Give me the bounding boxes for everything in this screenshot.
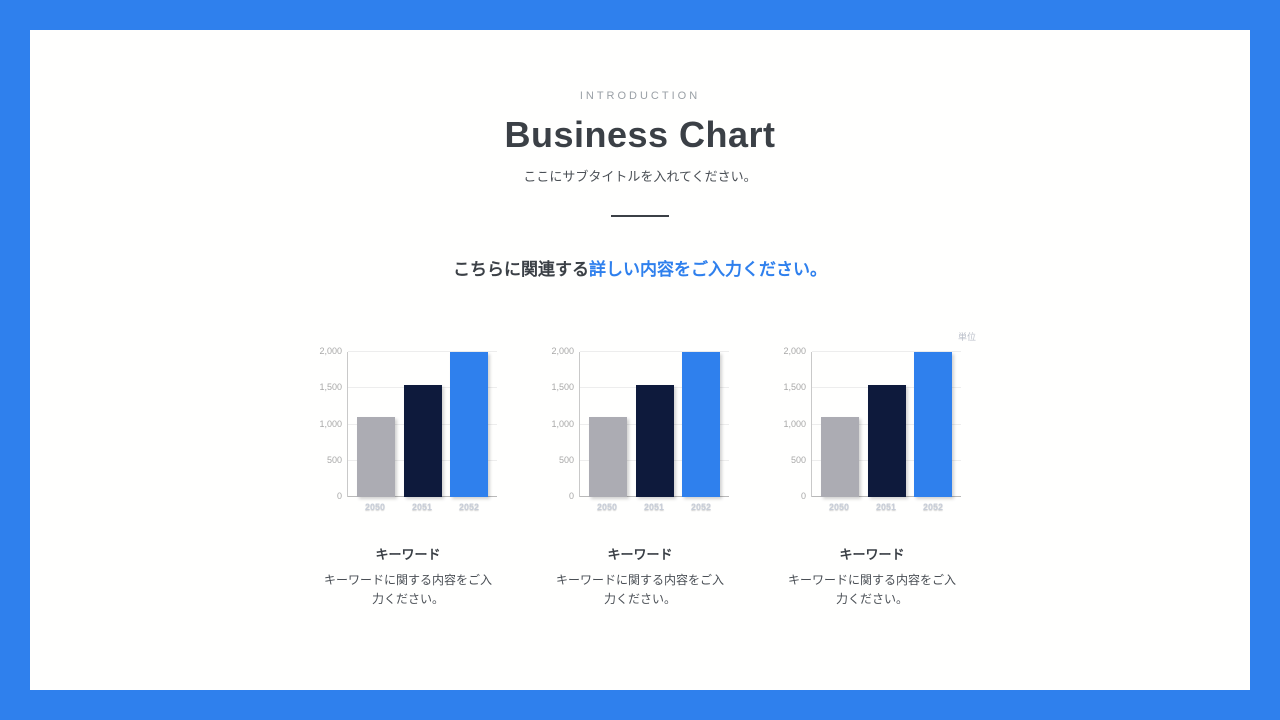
bar-2052 xyxy=(914,352,953,497)
x-axis-tick-label: 2050 xyxy=(364,502,386,512)
keyword-description: キーワードに関する内容をご入力ください。 xyxy=(787,573,956,606)
y-axis-tick-label: 2,000 xyxy=(551,346,574,356)
bar-2051 xyxy=(635,384,674,497)
page-title: Business Chart xyxy=(504,114,776,155)
lead-blue-text: 詳しい内容をご入力ください。 xyxy=(589,260,827,279)
gridline xyxy=(812,351,961,352)
keyword-title: キーワード xyxy=(375,547,441,562)
y-axis-tick-label: 1,500 xyxy=(783,382,806,393)
x-axis-tick-label: 2050 xyxy=(828,502,850,512)
bar-2051 xyxy=(403,384,442,497)
keyword-description: キーワードに関する内容をご入力ください。 xyxy=(323,573,492,606)
keyword-description: キーワードに関する内容をご入力ください。 xyxy=(555,573,724,606)
y-axis-tick-label: 1,000 xyxy=(551,418,574,429)
x-axis-tick-label: 2051 xyxy=(411,502,433,512)
lead-dark-text: こちらに関連する xyxy=(453,260,589,279)
bar-2052 xyxy=(450,352,489,497)
chart-columns: 0 500 1,000 1,500 2,000 2050 2051 2052 キーワード キー… xyxy=(30,347,1250,608)
y-axis-tick-label: 500 xyxy=(790,454,806,465)
x-axis-labels: 2050 2051 2052 xyxy=(811,502,961,512)
title-divider xyxy=(611,215,669,217)
y-axis-tick-label: 500 xyxy=(558,454,574,465)
x-axis-tick-label: 2051 xyxy=(643,502,665,512)
x-axis-tick-label: 2052 xyxy=(690,502,712,512)
keyword-title: キーワード xyxy=(839,547,905,562)
chart-column-3: 0 500 1,000 1,500 2,000 2050 2051 2052 キーワード キー… xyxy=(771,347,973,608)
chart-column-1: 0 500 1,000 1,500 2,000 2050 2051 2052 キーワード キー… xyxy=(307,347,509,608)
y-axis-tick-label: 1,000 xyxy=(319,418,342,429)
x-axis-tick-label: 2052 xyxy=(922,502,944,512)
keyword-title: キーワード xyxy=(607,547,673,562)
bar-2050 xyxy=(820,417,859,497)
gridline xyxy=(580,351,729,352)
slide-canvas: INTRODUCTION Business Chart ここにサブタイトルを入れ… xyxy=(30,30,1250,690)
x-axis-tick-label: 2052 xyxy=(458,502,480,512)
bar-chart-2: 0 500 1,000 1,500 2,000 2050 2051 2052 xyxy=(551,347,729,512)
y-axis-tick-label: 1,500 xyxy=(319,382,342,393)
y-axis-tick-label: 0 xyxy=(800,491,806,501)
bars-group xyxy=(348,352,497,497)
x-axis-tick-label: 2051 xyxy=(875,502,897,512)
y-axis-tick-label: 2,000 xyxy=(319,346,342,356)
y-axis-tick-label: 1,500 xyxy=(551,382,574,393)
eyebrow-label: INTRODUCTION xyxy=(579,90,701,102)
subtitle-text: ここにサブタイトルを入れてください。 xyxy=(523,169,757,184)
x-axis-labels: 2050 2051 2052 xyxy=(347,502,497,512)
bar-2052 xyxy=(682,352,721,497)
slide-header: INTRODUCTION Business Chart ここにサブタイトルを入れ… xyxy=(30,30,1250,217)
chart-column-2: 0 500 1,000 1,500 2,000 2050 2051 2052 キーワード キー… xyxy=(539,347,741,608)
x-axis-labels: 2050 2051 2052 xyxy=(579,502,729,512)
y-axis-tick-label: 0 xyxy=(336,491,342,501)
y-axis-tick-label: 1,000 xyxy=(783,418,806,429)
gridline xyxy=(348,351,497,352)
bar-2050 xyxy=(588,417,627,497)
y-axis-tick-label: 2,000 xyxy=(783,346,806,356)
x-axis-tick-label: 2050 xyxy=(596,502,618,512)
bar-chart-3: 0 500 1,000 1,500 2,000 2050 2051 2052 xyxy=(783,347,961,512)
bar-2051 xyxy=(867,384,906,497)
bar-chart-1: 0 500 1,000 1,500 2,000 2050 2051 2052 xyxy=(319,347,497,512)
y-axis-tick-label: 500 xyxy=(326,454,342,465)
bars-group xyxy=(580,352,729,497)
bar-2050 xyxy=(356,417,395,497)
unit-label: 単位 xyxy=(958,332,977,342)
bars-group xyxy=(812,352,961,497)
y-axis-tick-label: 0 xyxy=(568,491,574,501)
lead-sentence: こちらに関連する詳しい内容をご入力ください。 xyxy=(30,255,1250,280)
